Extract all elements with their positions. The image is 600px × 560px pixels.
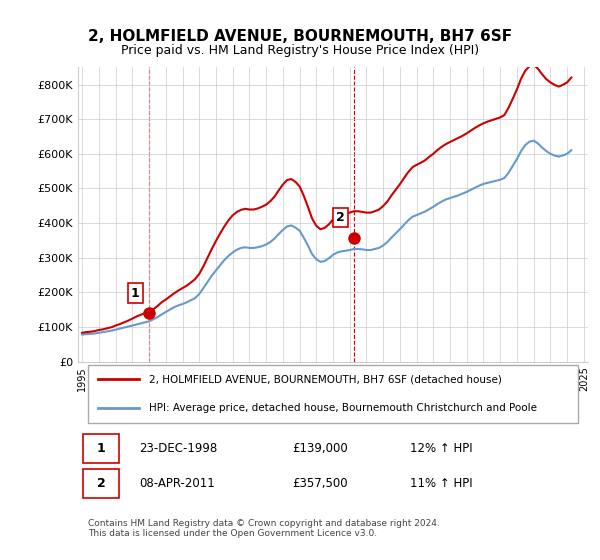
Text: HPI: Average price, detached house, Bournemouth Christchurch and Poole: HPI: Average price, detached house, Bour… [149,403,538,413]
Text: 2: 2 [97,477,106,490]
Text: 11% ↑ HPI: 11% ↑ HPI [409,477,472,490]
Text: 1: 1 [97,442,106,455]
Text: £139,000: £139,000 [292,442,348,455]
Text: 2: 2 [337,211,345,224]
Text: 08-APR-2011: 08-APR-2011 [139,477,215,490]
Text: 23-DEC-1998: 23-DEC-1998 [139,442,217,455]
FancyBboxPatch shape [83,469,119,498]
Text: 1: 1 [131,287,140,300]
Text: Contains HM Land Registry data © Crown copyright and database right 2024.
This d: Contains HM Land Registry data © Crown c… [88,519,440,538]
Text: £357,500: £357,500 [292,477,348,490]
Text: Price paid vs. HM Land Registry's House Price Index (HPI): Price paid vs. HM Land Registry's House … [121,44,479,57]
FancyBboxPatch shape [83,434,119,463]
FancyBboxPatch shape [88,365,578,422]
Text: 12% ↑ HPI: 12% ↑ HPI [409,442,472,455]
Text: 2, HOLMFIELD AVENUE, BOURNEMOUTH, BH7 6SF (detached house): 2, HOLMFIELD AVENUE, BOURNEMOUTH, BH7 6S… [149,375,502,385]
Text: 2, HOLMFIELD AVENUE, BOURNEMOUTH, BH7 6SF: 2, HOLMFIELD AVENUE, BOURNEMOUTH, BH7 6S… [88,29,512,44]
